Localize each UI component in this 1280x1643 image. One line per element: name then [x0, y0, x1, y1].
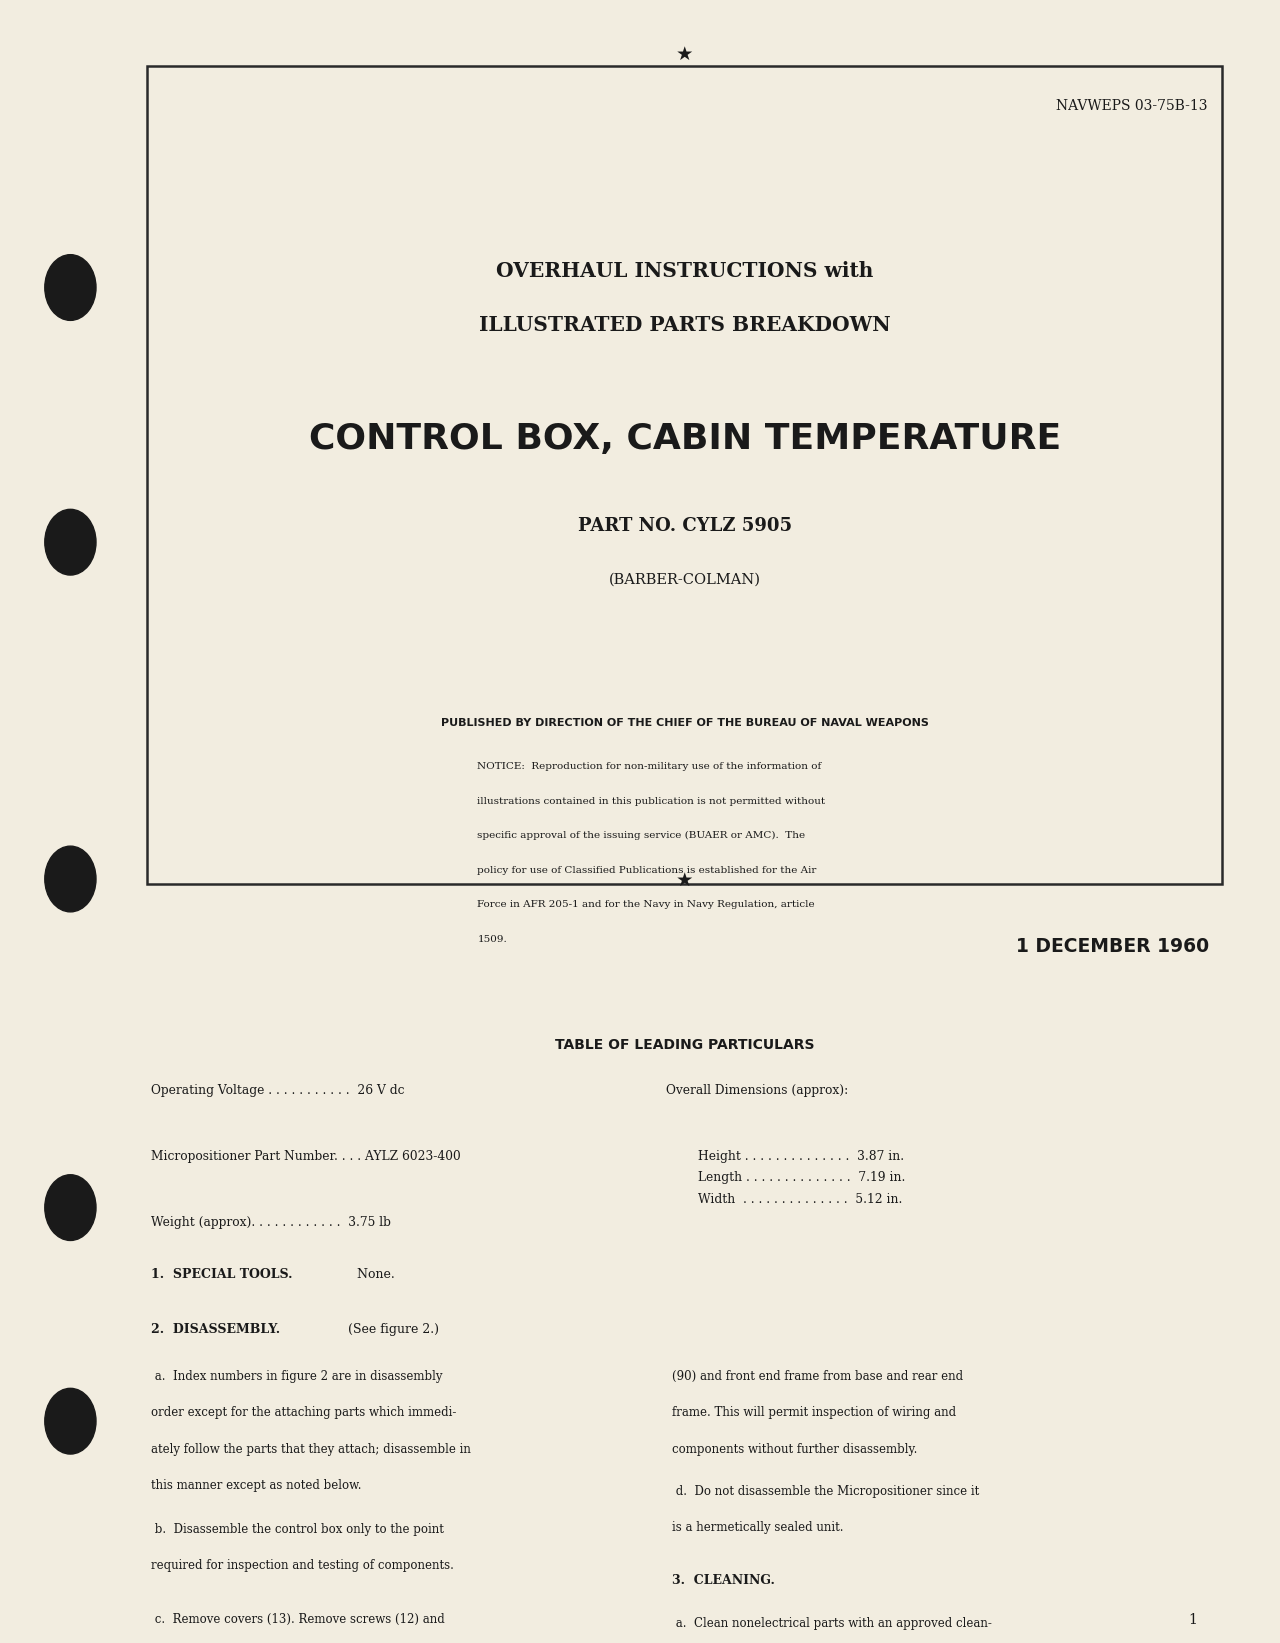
Text: Weight (approx). . . . . . . . . . . .  3.75 lb: Weight (approx). . . . . . . . . . . . 3… [151, 1216, 390, 1229]
Text: a.  Index numbers in figure 2 are in disassembly: a. Index numbers in figure 2 are in disa… [151, 1370, 443, 1383]
Text: Height . . . . . . . . . . . . . .  3.87 in.: Height . . . . . . . . . . . . . . 3.87 … [698, 1150, 904, 1163]
Text: d.  Do not disassemble the Micropositioner since it: d. Do not disassemble the Micropositione… [672, 1485, 979, 1498]
Circle shape [45, 1388, 96, 1454]
Text: illustrations contained in this publication is not permitted without: illustrations contained in this publicat… [477, 797, 826, 805]
Circle shape [45, 1175, 96, 1240]
Text: 1.  SPECIAL TOOLS.: 1. SPECIAL TOOLS. [151, 1268, 293, 1282]
Circle shape [45, 255, 96, 320]
Text: 3.  CLEANING.: 3. CLEANING. [672, 1574, 774, 1587]
Text: (See figure 2.): (See figure 2.) [340, 1323, 439, 1336]
Text: specific approval of the issuing service (BUAER or AMC).  The: specific approval of the issuing service… [477, 831, 805, 841]
Text: PART NO. CYLZ 5905: PART NO. CYLZ 5905 [577, 518, 792, 534]
Text: TABLE OF LEADING PARTICULARS: TABLE OF LEADING PARTICULARS [556, 1038, 814, 1053]
Text: PUBLISHED BY DIRECTION OF THE CHIEF OF THE BUREAU OF NAVAL WEAPONS: PUBLISHED BY DIRECTION OF THE CHIEF OF T… [440, 718, 929, 728]
Text: NOTICE:  Reproduction for non-military use of the information of: NOTICE: Reproduction for non-military us… [477, 762, 822, 771]
Text: required for inspection and testing of components.: required for inspection and testing of c… [151, 1559, 454, 1572]
Text: 1: 1 [1188, 1612, 1197, 1627]
Text: frame. This will permit inspection of wiring and: frame. This will permit inspection of wi… [672, 1406, 956, 1420]
Text: 2.  DISASSEMBLY.: 2. DISASSEMBLY. [151, 1323, 280, 1336]
Text: components without further disassembly.: components without further disassembly. [672, 1443, 918, 1456]
Text: Force in AFR 205-1 and for the Navy in Navy Regulation, article: Force in AFR 205-1 and for the Navy in N… [477, 900, 815, 909]
Text: ★: ★ [676, 871, 694, 891]
Text: a.  Clean nonelectrical parts with an approved clean-: a. Clean nonelectrical parts with an app… [672, 1617, 992, 1630]
Text: ately follow the parts that they attach; disassemble in: ately follow the parts that they attach;… [151, 1443, 471, 1456]
Text: None.: None. [349, 1268, 396, 1282]
Text: Operating Voltage . . . . . . . . . . .  26 V dc: Operating Voltage . . . . . . . . . . . … [151, 1084, 404, 1098]
Text: Overall Dimensions (approx):: Overall Dimensions (approx): [666, 1084, 847, 1098]
Circle shape [45, 846, 96, 912]
Text: Micropositioner Part Number. . . . AYLZ 6023-400: Micropositioner Part Number. . . . AYLZ … [151, 1150, 461, 1163]
Text: c.  Remove covers (13). Remove screws (12) and: c. Remove covers (13). Remove screws (12… [151, 1613, 444, 1627]
Text: ★: ★ [676, 44, 694, 64]
Bar [147, 66, 1222, 884]
Text: Width  . . . . . . . . . . . . . .  5.12 in.: Width . . . . . . . . . . . . . . 5.12 i… [698, 1193, 902, 1206]
Text: this manner except as noted below.: this manner except as noted below. [151, 1479, 361, 1492]
Text: 1509.: 1509. [477, 935, 507, 943]
Text: (BARBER-COLMAN): (BARBER-COLMAN) [609, 573, 760, 587]
Text: CONTROL BOX, CABIN TEMPERATURE: CONTROL BOX, CABIN TEMPERATURE [308, 422, 1061, 455]
Text: (90) and front end frame from base and rear end: (90) and front end frame from base and r… [672, 1370, 963, 1383]
Text: is a hermetically sealed unit.: is a hermetically sealed unit. [672, 1521, 844, 1535]
Text: NAVWEPS 03-75B-13: NAVWEPS 03-75B-13 [1056, 99, 1207, 113]
Circle shape [45, 509, 96, 575]
Text: 1 DECEMBER 1960: 1 DECEMBER 1960 [1016, 937, 1210, 956]
Text: OVERHAUL INSTRUCTIONS with: OVERHAUL INSTRUCTIONS with [497, 261, 873, 281]
Text: Length . . . . . . . . . . . . . .  7.19 in.: Length . . . . . . . . . . . . . . 7.19 … [698, 1171, 905, 1185]
Text: order except for the attaching parts which immedi-: order except for the attaching parts whi… [151, 1406, 457, 1420]
Text: ILLUSTRATED PARTS BREAKDOWN: ILLUSTRATED PARTS BREAKDOWN [479, 315, 891, 335]
Text: b.  Disassemble the control box only to the point: b. Disassemble the control box only to t… [151, 1523, 444, 1536]
Text: policy for use of Classified Publications is established for the Air: policy for use of Classified Publication… [477, 866, 817, 874]
